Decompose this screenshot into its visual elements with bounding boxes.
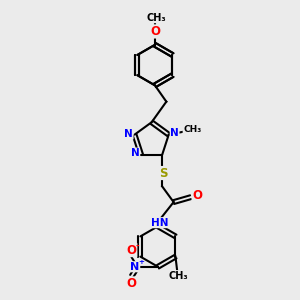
Text: O: O (150, 25, 160, 38)
Text: N: N (170, 128, 179, 138)
Text: O: O (127, 244, 137, 256)
Text: O: O (192, 189, 202, 202)
Text: N: N (131, 148, 140, 158)
Text: CH₃: CH₃ (169, 271, 189, 281)
Text: N: N (130, 262, 140, 272)
Text: CH₃: CH₃ (183, 125, 201, 134)
Text: -: - (136, 242, 140, 250)
Text: CH₃: CH₃ (147, 13, 166, 23)
Text: N: N (124, 129, 133, 139)
Text: HN: HN (151, 218, 168, 228)
Text: S: S (159, 167, 167, 179)
Text: O: O (127, 277, 137, 290)
Text: +: + (138, 259, 144, 265)
